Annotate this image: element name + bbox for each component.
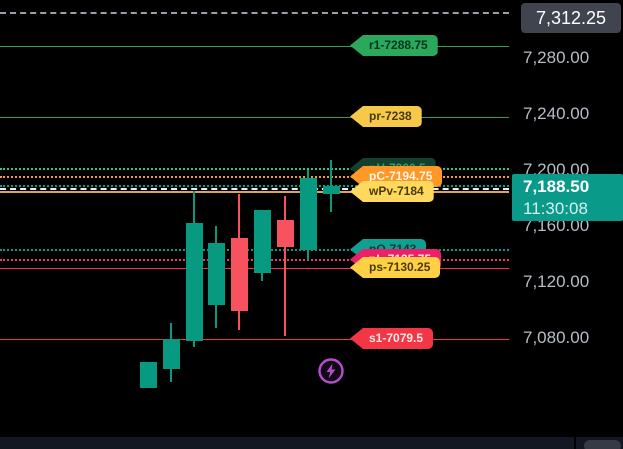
level-line-pH: [0, 168, 509, 170]
level-pill-s1[interactable]: s1-7079.5: [350, 328, 434, 349]
level-line-wPv: [0, 191, 509, 193]
level-line-s1: [0, 338, 509, 340]
last-price-value: 7,188.50: [523, 177, 590, 196]
candle-body: [254, 210, 271, 273]
level-line-last-price-line: [0, 185, 509, 187]
candle-body: [140, 362, 157, 388]
level-pill-wPv[interactable]: wPv-7184: [350, 181, 434, 202]
price-axis-label: 7,280.00: [523, 48, 590, 67]
price-axis-label: 7,240.00: [523, 104, 590, 123]
last-price-time: 11:30:08: [523, 199, 588, 218]
candle-wick: [284, 196, 286, 336]
level-pill-r1[interactable]: r1-7288.75: [350, 35, 438, 56]
bottom-divider: [574, 437, 576, 449]
level-line-hline-7312: [0, 12, 509, 14]
candle-body: [208, 243, 225, 305]
horizontal-scrollbar-thumb[interactable]: [584, 440, 621, 449]
level-line-r1: [0, 45, 509, 47]
candle-body: [323, 186, 340, 194]
time-axis[interactable]: Apr '26 131723May7: [0, 390, 623, 425]
price-axis-label-gray: 7,312.25: [521, 3, 621, 33]
price-axis-label: 7,120.00: [523, 272, 590, 291]
price-axis-label: 7,080.00: [523, 328, 590, 347]
candle-body: [186, 223, 203, 341]
candle-body: [231, 238, 248, 311]
last-price-box: 7,188.50 11:30:08: [512, 174, 623, 221]
level-pill-ps[interactable]: ps-7130.25: [350, 257, 441, 278]
lightning-icon[interactable]: [317, 357, 345, 385]
level-line-dashed-white: [0, 188, 509, 190]
candle-body: [277, 220, 294, 247]
level-line-pr: [0, 116, 509, 118]
candle-body: [163, 339, 180, 369]
candle-body: [300, 178, 317, 250]
level-line-pC: [0, 176, 509, 178]
level-pill-pr[interactable]: pr-7238: [350, 106, 422, 127]
bottom-toolbar-strip: [0, 437, 623, 449]
